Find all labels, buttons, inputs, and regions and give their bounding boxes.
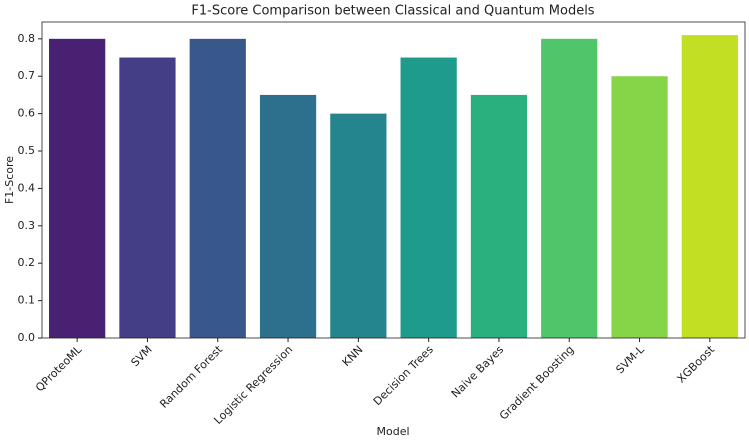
y-tick-label: 0.6 [18, 107, 36, 120]
y-axis-label: F1-Score [3, 156, 16, 204]
bar [681, 35, 738, 339]
bar [189, 38, 246, 339]
y-tick-label: 0.7 [18, 69, 36, 82]
y-tick-label: 0.4 [18, 181, 36, 194]
bar [541, 38, 598, 339]
bar [611, 76, 668, 338]
x-tick-label: Random Forest [157, 343, 225, 411]
x-tick-label: QProteoML [33, 342, 85, 394]
bar [470, 94, 528, 338]
y-tick-label: 0.2 [18, 256, 36, 269]
x-tick-label: Naive Bayes [449, 343, 507, 401]
plot-frame [41, 21, 746, 339]
bar [119, 57, 176, 339]
x-tick-label: Gradient Boosting [497, 343, 577, 423]
y-tick-label: 0.3 [18, 219, 36, 232]
x-tick-label: KNN [340, 343, 366, 369]
x-tick-label: SVM [129, 343, 155, 369]
bar [330, 113, 387, 338]
bar [259, 94, 317, 338]
x-tick-label: XGBoost [675, 343, 718, 386]
y-tick-label: 0.8 [18, 32, 36, 45]
bar [400, 57, 457, 339]
y-tick-label: 0.1 [18, 294, 36, 307]
chart-title: F1-Score Comparison between Classical an… [191, 4, 594, 19]
x-tick-label: SVM-L [613, 342, 647, 376]
x-tick-label: Decision Trees [371, 343, 436, 408]
x-tick-label: Logistic Regression [211, 343, 295, 427]
x-axis-label: Model [376, 425, 409, 438]
y-tick-label: 0.0 [18, 331, 36, 344]
bar [49, 38, 106, 339]
y-tick-label: 0.5 [18, 144, 36, 157]
